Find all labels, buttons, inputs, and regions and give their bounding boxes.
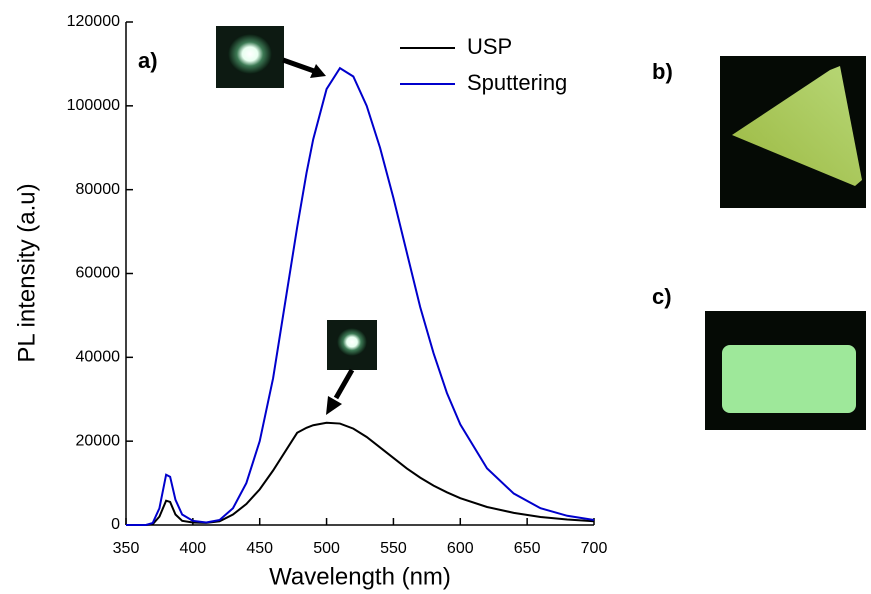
y-tick-label: 80000 xyxy=(76,181,121,198)
y-tick-label: 100000 xyxy=(67,97,120,114)
panel-label: b) xyxy=(652,59,673,84)
x-tick-label: 700 xyxy=(581,540,608,557)
arrow xyxy=(282,57,315,74)
series-line xyxy=(126,66,595,526)
x-tick-label: 650 xyxy=(514,540,541,557)
arrow xyxy=(333,368,355,400)
y-tick-label: 60000 xyxy=(76,265,121,282)
series-line xyxy=(126,421,595,526)
panel-label: c) xyxy=(652,284,672,309)
sample-rectangle xyxy=(722,345,856,413)
arrow-head xyxy=(310,64,326,78)
y-tick-label: 40000 xyxy=(76,349,121,366)
legend-label: USP xyxy=(467,34,512,59)
x-tick-label: 600 xyxy=(447,540,474,557)
x-tick-label: 400 xyxy=(180,540,207,557)
arrow-head xyxy=(326,396,342,415)
inset-glow xyxy=(337,328,367,356)
x-tick-label: 550 xyxy=(380,540,407,557)
panel-label: a) xyxy=(138,48,158,73)
x-tick-label: 500 xyxy=(313,540,340,557)
y-axis-label: PL intensity (a.u) xyxy=(13,183,40,362)
x-tick-label: 350 xyxy=(113,540,140,557)
x-tick-label: 450 xyxy=(246,540,273,557)
inset-glow xyxy=(228,34,272,74)
sample-triangle xyxy=(732,66,862,186)
x-axis-label: Wavelength (nm) xyxy=(269,563,451,590)
y-tick-label: 20000 xyxy=(76,432,121,449)
legend-label: Sputtering xyxy=(467,70,567,95)
y-tick-label: 120000 xyxy=(67,13,120,30)
y-tick-label: 0 xyxy=(111,516,120,533)
